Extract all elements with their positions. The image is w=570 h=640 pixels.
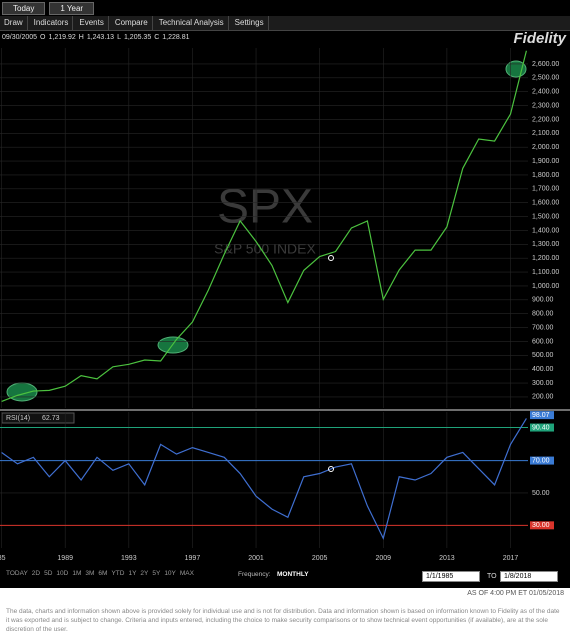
tab[interactable]: 1 Year <box>49 2 95 15</box>
indicator-value: 62.73 <box>42 415 60 422</box>
y-tick-label: 1,400.00 <box>532 227 559 234</box>
x-tick-label: 85 <box>0 555 6 562</box>
range-button[interactable]: 5D <box>44 570 53 577</box>
range-button[interactable]: 1M <box>72 570 82 577</box>
value: 1,228.81 <box>162 34 190 41</box>
range-button[interactable]: TODAY <box>6 570 28 577</box>
y-tick-label: 50.00 <box>532 490 550 497</box>
ohlc: 09/30/2005 O 1,219.92 H 1,243.13 L 1,205.35… <box>2 34 190 41</box>
y-tick-label: 300.00 <box>532 380 554 387</box>
reference-tag <box>530 521 554 530</box>
menu-item[interactable]: Indicators <box>30 16 74 30</box>
range-button[interactable]: YTD <box>111 570 125 577</box>
last-value-label: 98.07 <box>532 412 550 419</box>
last-value-tag <box>530 411 554 420</box>
range-button[interactable]: 2Y <box>140 570 149 577</box>
chart-background <box>0 0 570 588</box>
y-tick-label: 600.00 <box>532 338 554 345</box>
x-tick-label: 2009 <box>375 555 391 562</box>
range-buttons: TODAY 2D 5D 10D 1M 3M 6M YTD 1Y 2Y 5Y 10Y MAX <box>6 570 194 577</box>
range-button[interactable]: 6M <box>98 570 108 577</box>
y-tick-label: 1,100.00 <box>532 269 559 276</box>
menu-item[interactable]: Settings <box>231 16 269 30</box>
y-tick-label: 800.00 <box>532 311 554 318</box>
indicator-name: RSI(14) <box>6 415 30 422</box>
range-button[interactable]: 10Y <box>164 570 176 577</box>
crosshair-point <box>328 255 334 261</box>
x-tick-label: 2017 <box>503 555 519 562</box>
indicator-tag <box>1 412 75 424</box>
y-tick-label: 2,500.00 <box>532 75 559 82</box>
label: O <box>40 34 46 41</box>
frequency[interactable]: MONTHLY <box>277 571 309 578</box>
crosshair-point <box>328 466 334 472</box>
label: L <box>117 34 121 41</box>
date-from[interactable]: 1/1/1985 <box>422 571 480 582</box>
y-tick-label: 700.00 <box>532 324 554 331</box>
frequency-label: Frequency: <box>238 571 271 578</box>
y-tick-label: 1,800.00 <box>532 172 559 179</box>
logo: Fidelity <box>513 30 566 47</box>
y-tick-label: 400.00 <box>532 366 554 373</box>
reference-label: 90.40 <box>532 424 550 431</box>
reference-label: 30.00 <box>532 522 550 529</box>
menu-item[interactable]: Technical Analysis <box>155 16 229 30</box>
reference-tag <box>530 423 554 432</box>
y-tick-label: 200.00 <box>532 394 554 401</box>
y-tick-label: 2,600.00 <box>532 61 559 68</box>
watermark-subtitle: S&P 500 INDEX <box>214 241 316 257</box>
date-to[interactable]: 1/8/2018 <box>500 571 558 582</box>
watermark-title: SPX <box>217 181 313 234</box>
y-tick-label: 2,100.00 <box>532 130 559 137</box>
y-tick-label: 1,000.00 <box>532 283 559 290</box>
as-of: AS OF 4:00 PM ET 01/05/2018 <box>467 590 564 597</box>
tabs: Today 1 Year <box>2 2 95 15</box>
x-tick-label: 2001 <box>248 555 264 562</box>
chart: SPX S&P 500 INDEX RSI(14) 62.73 200.00 30… <box>0 48 570 562</box>
y-tick-label: 2,200.00 <box>532 116 559 123</box>
y-tick-label: 1,500.00 <box>532 213 559 220</box>
y-tick-label: 1,300.00 <box>532 241 559 248</box>
range-button[interactable]: 3M <box>85 570 95 577</box>
tab[interactable]: Today <box>2 2 46 15</box>
menu: Draw Indicators Events Compare Technical… <box>0 16 570 31</box>
x-tick-label: 2013 <box>439 555 455 562</box>
x-tick-label: 1993 <box>121 555 137 562</box>
x-tick-label: 2005 <box>312 555 328 562</box>
to-label: TO <box>487 573 497 580</box>
range-button[interactable]: MAX <box>179 570 194 577</box>
reference-tag <box>530 456 554 465</box>
menu-item[interactable]: Events <box>75 16 109 30</box>
y-tick-label: 500.00 <box>532 352 554 359</box>
label: H <box>78 34 84 41</box>
x-tick-label: 1997 <box>185 555 201 562</box>
reference-label: 70.00 <box>532 457 550 464</box>
y-tick-label: 2,000.00 <box>532 144 559 151</box>
label: C <box>154 34 160 41</box>
menu-item[interactable]: Draw <box>0 16 28 30</box>
disclaimer: The data, charts and information shown a… <box>6 608 560 633</box>
y-tick-label: 1,900.00 <box>532 158 559 165</box>
range-button[interactable]: 5Y <box>152 570 161 577</box>
y-tick-label: 1,700.00 <box>532 186 559 193</box>
y-tick-label: 1,600.00 <box>532 200 559 207</box>
line-series <box>1 418 527 541</box>
range-button[interactable]: 10D <box>56 570 69 577</box>
y-tick-label: 2,300.00 <box>532 102 559 109</box>
y-tick-label: 1,200.00 <box>532 255 559 262</box>
value: 1,219.92 <box>48 34 76 41</box>
line-series <box>1 50 527 403</box>
date: 09/30/2005 <box>2 34 38 41</box>
range-button[interactable]: 2D <box>31 570 41 577</box>
x-tick-label: 1989 <box>57 555 73 562</box>
y-tick-label: 2,400.00 <box>532 89 559 96</box>
value: 1,243.13 <box>86 34 115 41</box>
y-tick-label: 900.00 <box>532 297 554 304</box>
range-button[interactable]: 1Y <box>128 570 137 577</box>
menu-item[interactable]: Compare <box>111 16 153 30</box>
value: 1,205.35 <box>123 34 152 41</box>
